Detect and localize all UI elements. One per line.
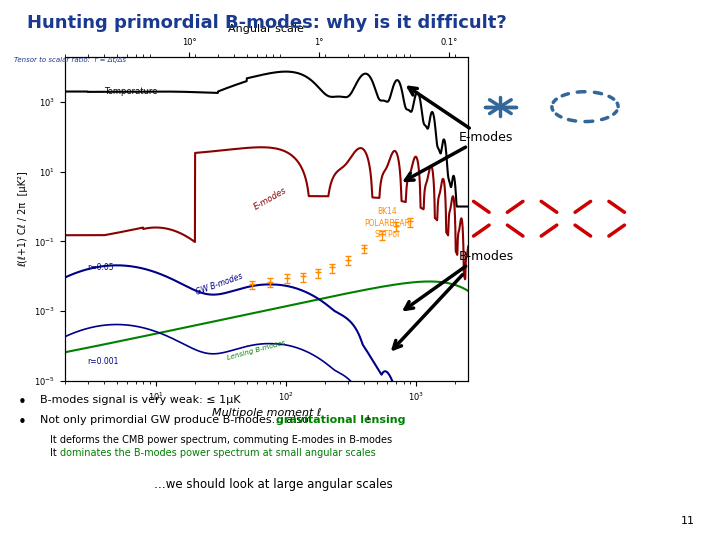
Text: It deforms the CMB power spectrum, commuting E-modes in B-modes: It deforms the CMB power spectrum, commu… [50, 435, 392, 445]
Text: !: ! [366, 415, 370, 425]
Text: …we should look at large angular scales: …we should look at large angular scales [154, 478, 393, 491]
Text: BK14
POLARBEAR
SPTPol: BK14 POLARBEAR SPTPol [364, 207, 410, 239]
Text: Temperature: Temperature [104, 87, 158, 96]
X-axis label: Angular scale: Angular scale [228, 24, 305, 35]
Text: dominates the B-modes power spectrum at small angular scales: dominates the B-modes power spectrum at … [60, 448, 376, 458]
Text: Not only primordial GW produce B-modes… also: Not only primordial GW produce B-modes… … [40, 415, 312, 425]
Text: GW B-modes: GW B-modes [195, 271, 244, 296]
X-axis label: Multipole moment ℓ: Multipole moment ℓ [212, 408, 321, 418]
Text: Lensing B-modes: Lensing B-modes [227, 339, 287, 361]
Text: E-modes: E-modes [252, 186, 288, 212]
Text: •: • [18, 395, 27, 410]
Text: Tensor to scalar ratio:  r = Δt/Δs: Tensor to scalar ratio: r = Δt/Δs [14, 57, 127, 63]
Y-axis label: ℓ(ℓ+1) Cℓ / 2π  [μK²]: ℓ(ℓ+1) Cℓ / 2π [μK²] [19, 171, 29, 267]
Text: B-modes: B-modes [459, 250, 513, 263]
Text: 11: 11 [681, 516, 695, 526]
Text: r=0.05: r=0.05 [88, 263, 114, 272]
Text: B-modes signal is very weak: ≤ 1μK: B-modes signal is very weak: ≤ 1μK [40, 395, 240, 406]
Text: Hunting primordial B-modes: why is it difficult?: Hunting primordial B-modes: why is it di… [27, 14, 506, 31]
Text: •: • [18, 415, 27, 430]
Text: r=0.001: r=0.001 [88, 357, 119, 366]
Text: It: It [50, 448, 60, 458]
Text: E-modes: E-modes [459, 131, 513, 144]
Text: gravitational lensing: gravitational lensing [276, 415, 405, 425]
